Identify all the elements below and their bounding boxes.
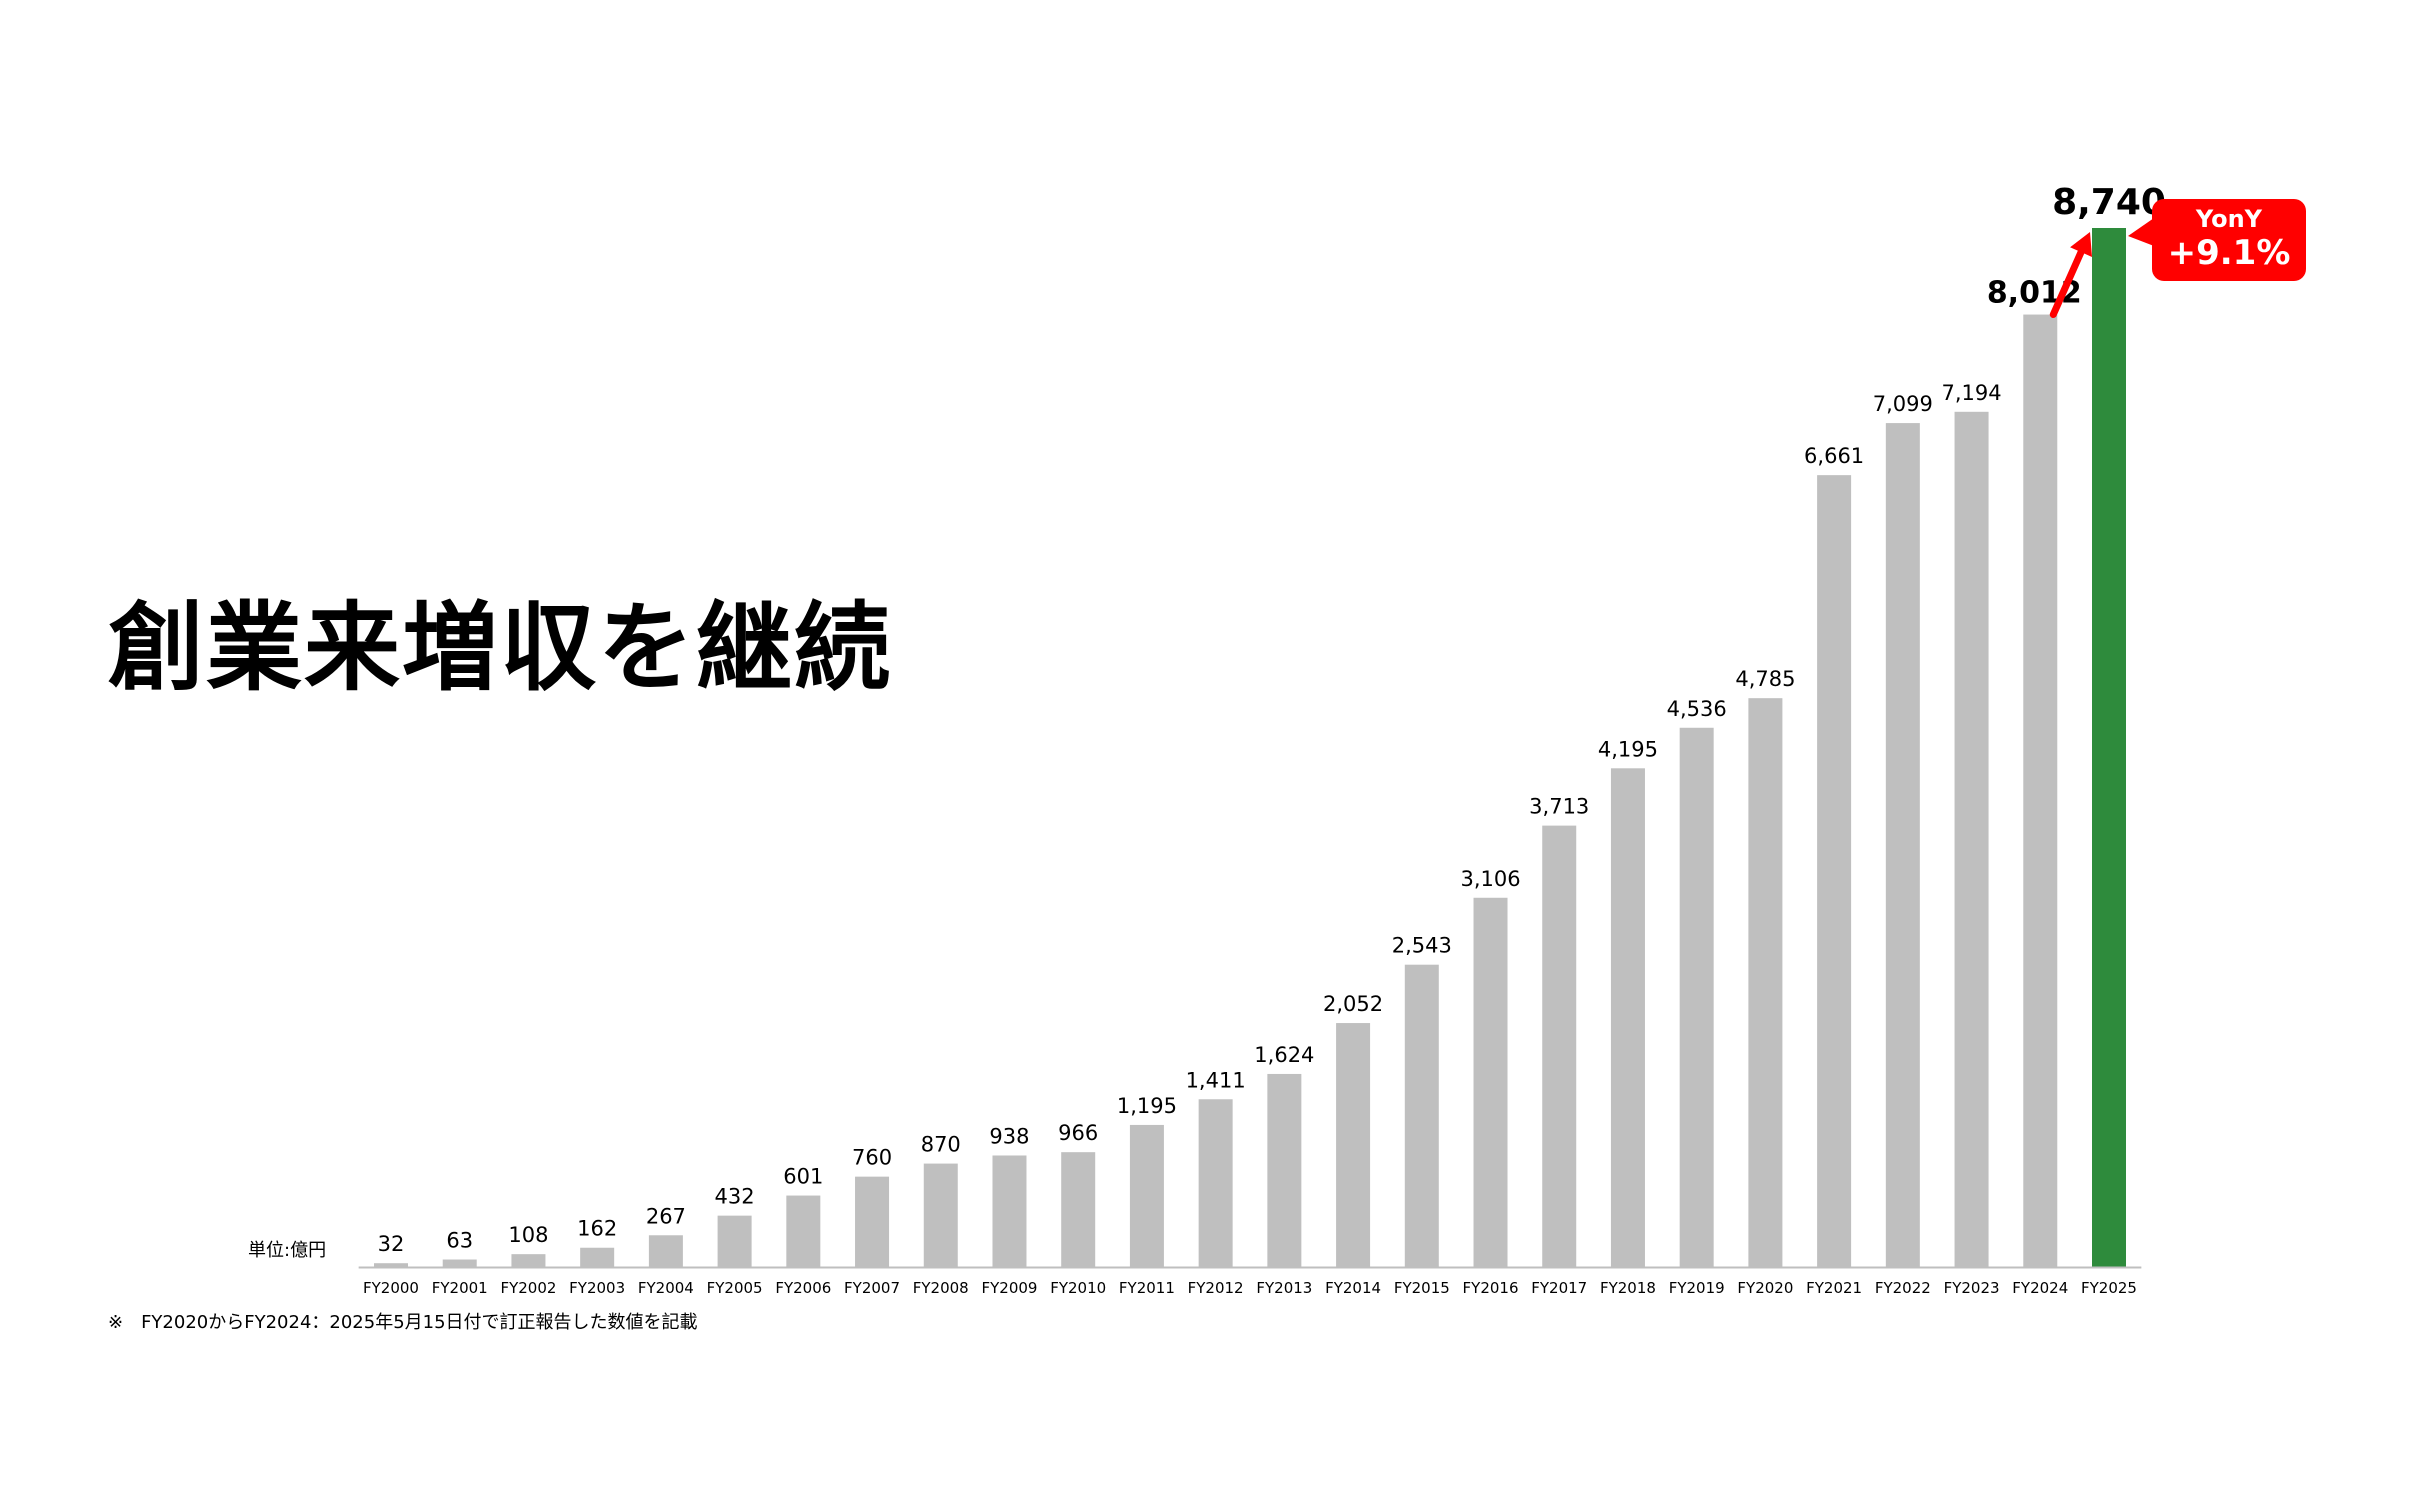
footnote: ※ FY2020からFY2024：2025年5月15日付で訂正報告した数値を記載 (108, 1312, 698, 1333)
value-label-fy2012: 1,411 (1186, 1068, 1246, 1092)
x-tick-fy2017: FY2017 (1531, 1279, 1587, 1297)
value-label-fy2017: 3,713 (1529, 795, 1589, 819)
bar-fy2002 (511, 1254, 546, 1267)
x-axis-layer: FY2000 FY2001 FY2002 FY2003 FY2004 FY2005 FY20… (358, 1266, 2142, 1297)
value-label-fy2007: 760 (852, 1146, 892, 1170)
bar-fy2008 (923, 1163, 958, 1267)
value-label-fy2019: 4,536 (1667, 697, 1727, 721)
value-label-fy2021: 6,661 (1804, 444, 1864, 468)
bar-fy2004 (648, 1235, 683, 1267)
value-label-fy2002: 108 (508, 1223, 548, 1247)
value-label-fy2001: 63 (446, 1229, 473, 1253)
x-tick-fy2006: FY2006 (775, 1279, 831, 1297)
bars-layer (374, 228, 2126, 1268)
yony-badge-value: +9.1% (2167, 233, 2291, 273)
x-tick-fy2001: FY2001 (432, 1279, 488, 1297)
value-label-fy2006: 601 (783, 1165, 823, 1189)
x-tick-fy2009: FY2009 (981, 1279, 1037, 1297)
x-tick-fy2018: FY2018 (1600, 1279, 1656, 1297)
value-label-fy2014: 2,052 (1323, 992, 1383, 1016)
value-label-fy2015: 2,543 (1392, 934, 1452, 958)
x-tick-fy2000: FY2000 (363, 1279, 419, 1297)
yony-badge-title: YonY (2195, 205, 2263, 233)
bar-fy2021 (1817, 475, 1852, 1267)
bar-fy2003 (580, 1247, 615, 1267)
value-label-fy2011: 1,195 (1117, 1094, 1177, 1118)
yony-badge: YonY +9.1% (2152, 199, 2306, 281)
growth-arrow-layer (2049, 218, 2154, 319)
bar-fy2005 (717, 1215, 752, 1267)
bar-fy2012 (1198, 1099, 1233, 1267)
bar-fy2024 (2023, 314, 2058, 1267)
bar-fy2022 (1885, 423, 1920, 1268)
growth-arrow-shaft (2049, 248, 2085, 319)
value-labels-layer: 32 63 108 162 267 432 601 760 870 938 966 1,195 1,41… (378, 182, 2166, 1256)
x-tick-fy2010: FY2010 (1050, 1279, 1106, 1297)
x-tick-fy2007: FY2007 (844, 1279, 900, 1297)
value-label-fy2018: 4,195 (1598, 737, 1658, 761)
x-tick-fy2022: FY2022 (1875, 1279, 1931, 1297)
bar-fy2007 (855, 1176, 890, 1267)
x-tick-fy2023: FY2023 (1944, 1279, 2000, 1297)
growth-arrow-head (2070, 232, 2093, 257)
x-tick-fy2014: FY2014 (1325, 1279, 1381, 1297)
x-tick-fy2002: FY2002 (500, 1279, 556, 1297)
x-tick-fy2016: FY2016 (1463, 1279, 1519, 1297)
x-tick-fy2012: FY2012 (1188, 1279, 1244, 1297)
x-tick-fy2011: FY2011 (1119, 1279, 1175, 1297)
bar-fy2015 (1404, 964, 1439, 1267)
bar-fy2018 (1610, 768, 1645, 1267)
value-label-fy2004: 267 (646, 1204, 686, 1228)
x-tick-fy2024: FY2024 (2012, 1279, 2068, 1297)
bar-fy2010 (1061, 1152, 1096, 1267)
x-tick-fy2004: FY2004 (638, 1279, 694, 1297)
value-label-fy2020: 4,785 (1735, 667, 1795, 691)
bar-fy2013 (1267, 1073, 1302, 1267)
bar-fy2014 (1336, 1023, 1371, 1267)
x-tick-fy2025: FY2025 (2081, 1279, 2137, 1297)
x-tick-fy2019: FY2019 (1669, 1279, 1725, 1297)
value-label-fy2010: 966 (1058, 1121, 1098, 1145)
x-tick-fy2008: FY2008 (913, 1279, 969, 1297)
bar-fy2000 (374, 1263, 408, 1267)
value-label-fy2025: 8,740 (2052, 182, 2166, 223)
bar-fy2001 (442, 1259, 477, 1267)
bar-fy2019 (1679, 727, 1714, 1267)
x-tick-fy2013: FY2013 (1256, 1279, 1312, 1297)
x-tick-fy2021: FY2021 (1806, 1279, 1862, 1297)
headline: 創業来増収を継続 (108, 592, 892, 704)
value-label-fy2009: 938 (989, 1124, 1029, 1148)
bar-fy2025 (2092, 228, 2126, 1267)
value-label-fy2000: 32 (378, 1232, 405, 1256)
x-tick-fy2015: FY2015 (1394, 1279, 1450, 1297)
bar-fy2006 (786, 1195, 821, 1267)
value-label-fy2023: 7,194 (1941, 381, 2001, 405)
bar-fy2020 (1748, 698, 1783, 1267)
value-label-fy2008: 870 (921, 1133, 961, 1157)
bar-fy2023 (1954, 411, 1989, 1267)
value-label-fy2003: 162 (577, 1217, 617, 1241)
bar-fy2009 (992, 1155, 1027, 1267)
value-label-fy2022: 7,099 (1873, 392, 1933, 416)
value-label-fy2016: 3,106 (1460, 867, 1520, 891)
bar-fy2016 (1473, 897, 1508, 1267)
value-label-fy2005: 432 (715, 1185, 755, 1209)
unit-label: 単位:億円 (248, 1240, 327, 1261)
badge-pointer (2128, 218, 2154, 246)
x-tick-fy2005: FY2005 (707, 1279, 763, 1297)
bar-fy2011 (1129, 1124, 1164, 1267)
x-tick-fy2020: FY2020 (1737, 1279, 1793, 1297)
value-label-fy2013: 1,624 (1254, 1043, 1314, 1067)
bar-fy2017 (1542, 825, 1577, 1267)
x-tick-fy2003: FY2003 (569, 1279, 625, 1297)
